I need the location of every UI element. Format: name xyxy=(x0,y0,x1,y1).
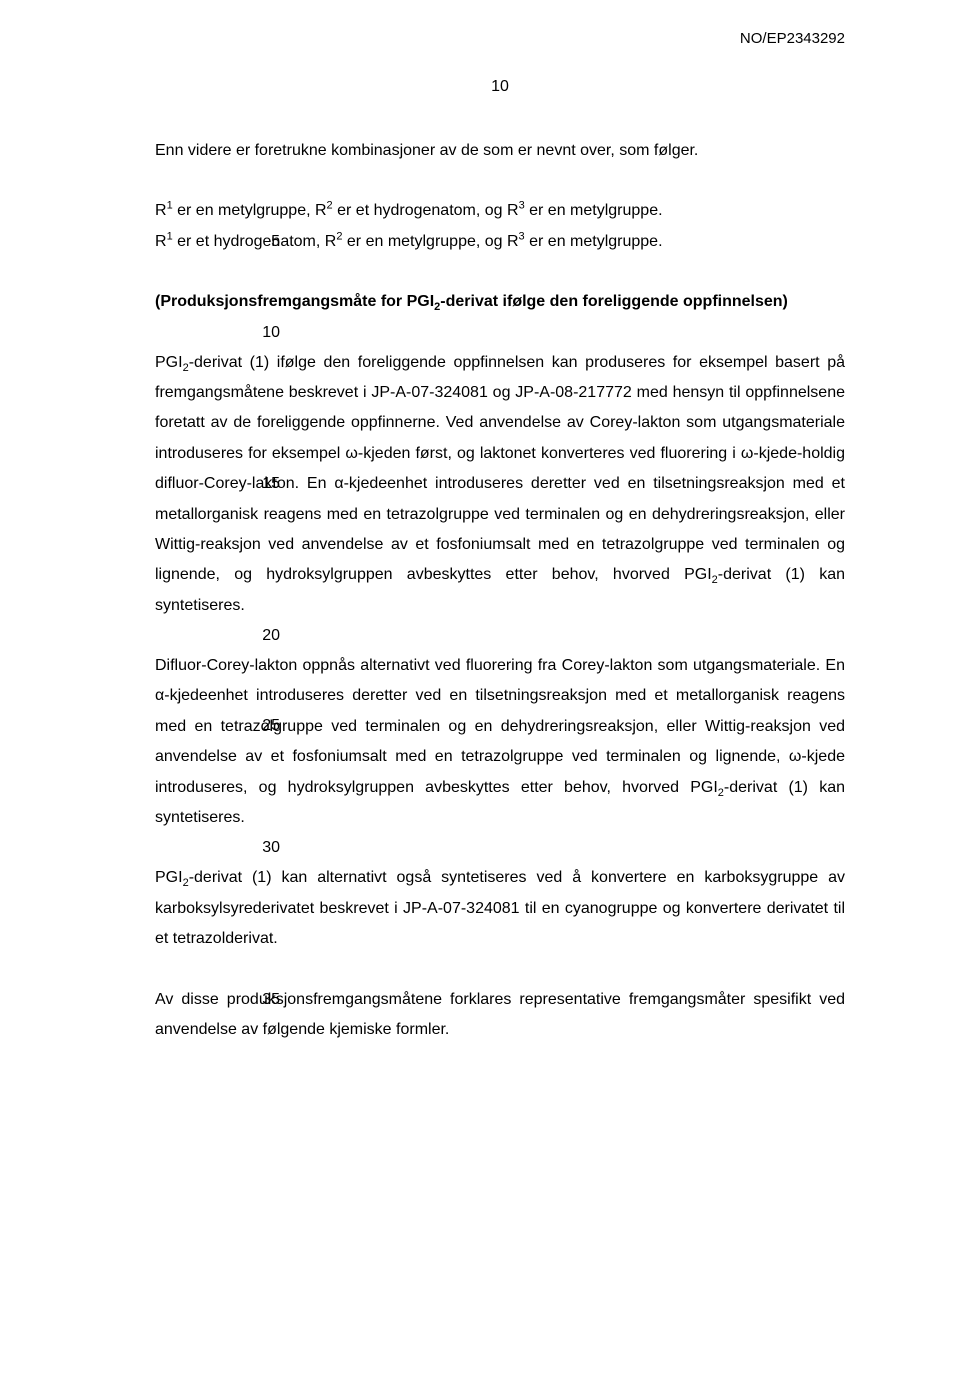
line-number-20: 20 xyxy=(250,621,280,651)
text: er en metylgruppe, og R xyxy=(342,233,518,250)
text: er en metylgruppe. xyxy=(525,202,663,219)
line-number-5: 5 xyxy=(250,227,280,257)
paragraph-6: 25 Difluor-Corey-lakton oppnås alternati… xyxy=(155,651,845,833)
text: er et hydrogenatom, og R xyxy=(333,202,519,219)
line-number-25: 25 xyxy=(250,711,280,741)
line-number-30: 30 xyxy=(250,833,280,863)
text: -derivat ifølge den foreliggende oppfinn… xyxy=(440,293,788,310)
text: -derivat (1) kan alternativt også syntet… xyxy=(155,869,845,947)
line-number-35: 35 xyxy=(250,985,280,1015)
text: (Produksjonsfremgangsmåte for PGI xyxy=(155,293,434,310)
document-id: NO/EP2343292 xyxy=(740,30,845,47)
paragraph-5: 10 15 20 PGI2-derivat (1) ifølge den for… xyxy=(155,348,845,622)
paragraph-2: R1 er en metylgruppe, R2 er et hydrogena… xyxy=(155,196,845,226)
text: er en metylgruppe, R xyxy=(173,202,327,219)
page-number: 10 xyxy=(155,78,845,96)
text: Enn videre er foretrukne kombinasjoner a… xyxy=(155,142,698,159)
text: PGI xyxy=(155,869,183,886)
line-number-15: 15 xyxy=(250,469,280,499)
text: R xyxy=(155,202,167,219)
document-page: NO/EP2343292 10 Enn videre er foretrukne… xyxy=(0,0,960,1382)
paragraph-8: 35 Av disse produksjonsfremgangsmåtene f… xyxy=(155,985,845,1046)
paragraph-1: Enn videre er foretrukne kombinasjoner a… xyxy=(155,136,845,166)
paragraph-3: 5 R1 er et hydrogenatom, R2 er en metylg… xyxy=(155,227,845,257)
text: er en metylgruppe. xyxy=(525,233,663,250)
text: PGI xyxy=(155,354,183,371)
text: R xyxy=(155,233,167,250)
paragraph-4-heading: (Produksjonsfremgangsmåte for PGI2-deriv… xyxy=(155,287,845,317)
line-number-10: 10 xyxy=(250,318,280,348)
paragraph-7: 30 PGI2-derivat (1) kan alternativt også… xyxy=(155,863,845,954)
